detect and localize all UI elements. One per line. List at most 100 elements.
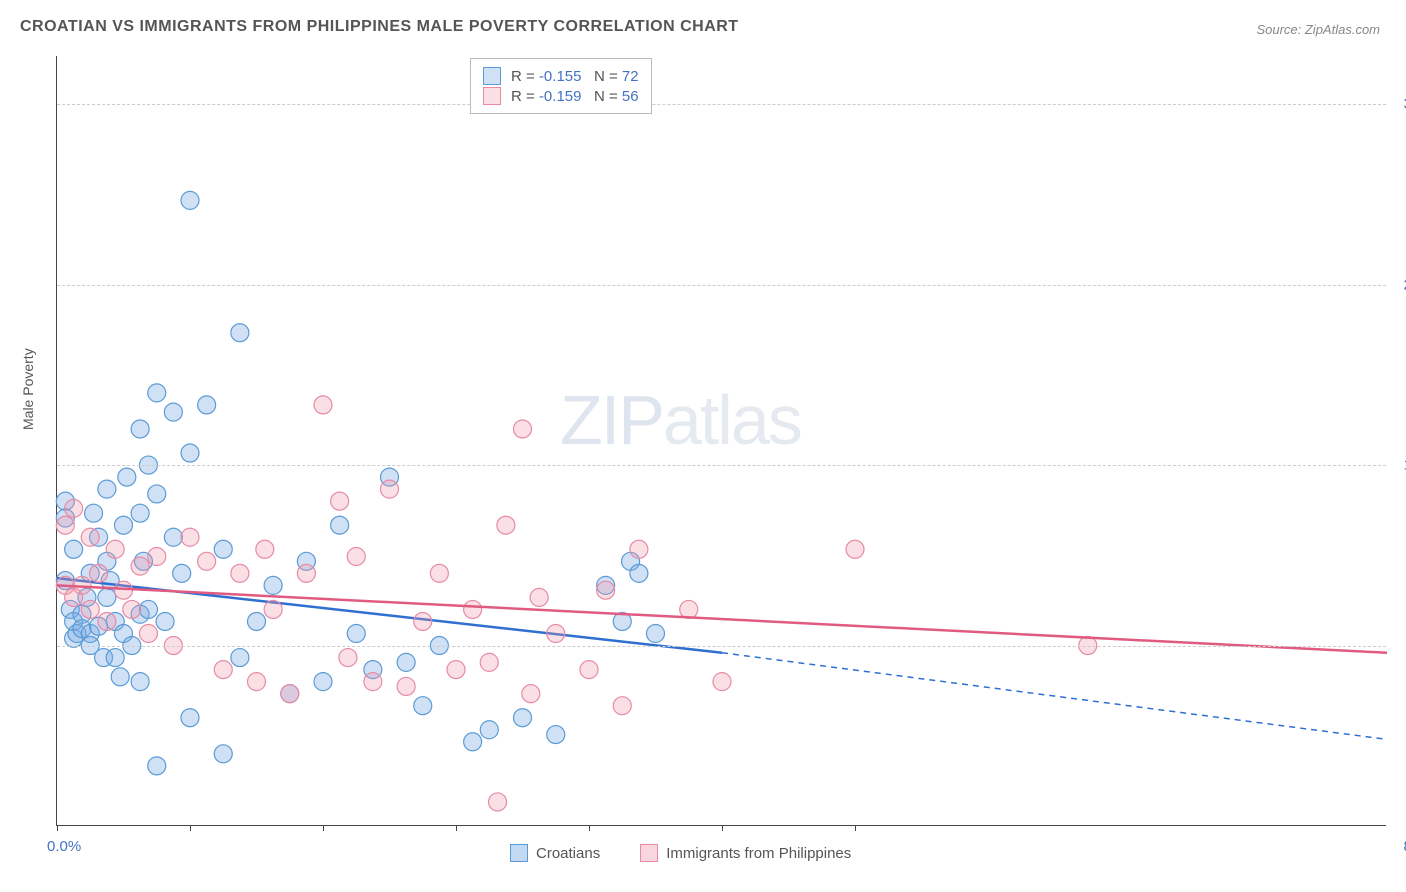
data-point	[364, 673, 382, 691]
legend-swatch	[483, 67, 501, 85]
data-point	[331, 516, 349, 534]
data-point	[489, 793, 507, 811]
data-point	[464, 600, 482, 618]
data-point	[214, 661, 232, 679]
gridline	[57, 646, 1386, 647]
data-point	[480, 721, 498, 739]
data-point	[118, 468, 136, 486]
data-point	[148, 384, 166, 402]
data-point	[547, 726, 565, 744]
x-tick	[190, 825, 191, 831]
data-point	[347, 625, 365, 643]
data-point	[231, 324, 249, 342]
data-point	[111, 668, 129, 686]
data-point	[85, 504, 103, 522]
legend-stats: R = -0.155 N = 72	[511, 68, 639, 85]
data-point	[173, 564, 191, 582]
data-point	[148, 485, 166, 503]
data-point	[597, 581, 615, 599]
data-point	[106, 649, 124, 667]
data-point	[81, 528, 99, 546]
data-point	[846, 540, 864, 558]
data-point	[164, 528, 182, 546]
x-tick	[855, 825, 856, 831]
data-point	[115, 516, 133, 534]
legend-swatch	[510, 844, 528, 862]
data-point	[139, 600, 157, 618]
data-point	[256, 540, 274, 558]
source-label: Source: ZipAtlas.com	[1256, 22, 1380, 37]
gridline	[57, 285, 1386, 286]
data-point	[530, 588, 548, 606]
plot-area: 7.5%15.0%22.5%30.0%0.0%80.0%	[56, 56, 1386, 826]
data-point	[314, 673, 332, 691]
chart-svg	[57, 56, 1386, 825]
data-point	[613, 697, 631, 715]
data-point	[630, 564, 648, 582]
chart-title: CROATIAN VS IMMIGRANTS FROM PHILIPPINES …	[20, 18, 739, 36]
data-point	[630, 540, 648, 558]
data-point	[647, 625, 665, 643]
legend-swatch	[640, 844, 658, 862]
x-tick	[456, 825, 457, 831]
data-point	[65, 540, 83, 558]
gridline	[57, 104, 1386, 105]
data-point	[264, 576, 282, 594]
data-point	[297, 564, 315, 582]
legend-row: R = -0.159 N = 56	[483, 87, 639, 105]
data-point	[139, 625, 157, 643]
data-point	[131, 673, 149, 691]
data-point	[65, 499, 83, 517]
data-point	[148, 548, 166, 566]
data-point	[164, 403, 182, 421]
data-point	[106, 540, 124, 558]
data-point	[131, 504, 149, 522]
data-point	[131, 420, 149, 438]
data-point	[713, 673, 731, 691]
legend-row: R = -0.155 N = 72	[483, 67, 639, 85]
data-point	[123, 600, 141, 618]
data-point	[397, 653, 415, 671]
data-point	[547, 625, 565, 643]
y-axis-title: Male Poverty	[20, 348, 36, 430]
data-point	[90, 564, 108, 582]
data-point	[198, 396, 216, 414]
data-point	[522, 685, 540, 703]
data-point	[231, 649, 249, 667]
legend-label: Immigrants from Philippines	[666, 845, 851, 862]
data-point	[331, 492, 349, 510]
data-point	[56, 516, 74, 534]
data-point	[248, 612, 266, 630]
data-point	[339, 649, 357, 667]
legend-label: Croatians	[536, 845, 600, 862]
data-point	[156, 612, 174, 630]
series-legend: Croatians Immigrants from Philippines	[510, 844, 851, 862]
x-tick-label: 0.0%	[47, 838, 81, 855]
data-point	[680, 600, 698, 618]
data-point	[381, 480, 399, 498]
x-tick	[589, 825, 590, 831]
gridline	[57, 465, 1386, 466]
data-point	[231, 564, 249, 582]
data-point	[214, 540, 232, 558]
data-point	[497, 516, 515, 534]
data-point	[347, 548, 365, 566]
data-point	[181, 709, 199, 727]
data-point	[131, 557, 149, 575]
data-point	[248, 673, 266, 691]
legend-item: Immigrants from Philippines	[640, 844, 851, 862]
data-point	[447, 661, 465, 679]
data-point	[214, 745, 232, 763]
trend-line-dashed	[722, 653, 1387, 740]
data-point	[181, 444, 199, 462]
data-point	[98, 612, 116, 630]
data-point	[414, 612, 432, 630]
data-point	[580, 661, 598, 679]
data-point	[314, 396, 332, 414]
data-point	[281, 685, 299, 703]
data-point	[514, 709, 532, 727]
data-point	[430, 564, 448, 582]
data-point	[181, 191, 199, 209]
data-point	[181, 528, 199, 546]
data-point	[148, 757, 166, 775]
